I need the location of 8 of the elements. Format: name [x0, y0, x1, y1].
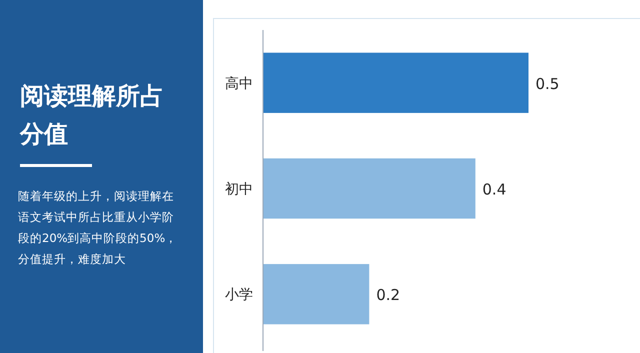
y-tick-label: 小学: [225, 287, 253, 304]
text: 随着年级的上升，阅读理解在语文考试中所占比重从小学阶段的20%到高中阶段的50%，分值提升，难度加大: [18, 189, 178, 266]
data-label: 0.4: [482, 180, 506, 198]
y-tick-label: 初中: [225, 182, 253, 198]
data-label: 0.5: [536, 74, 560, 93]
y-tick-label: 高中: [225, 76, 253, 92]
data-label: 0.2: [376, 286, 400, 304]
text: 阅读理解所占分值: [19, 82, 164, 148]
